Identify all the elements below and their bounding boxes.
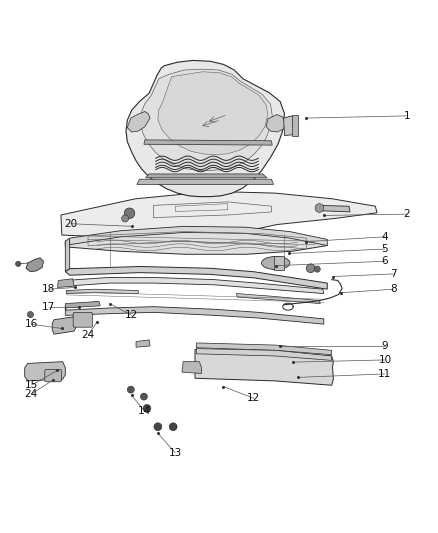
Circle shape [306, 264, 315, 272]
Polygon shape [65, 302, 100, 308]
Text: 7: 7 [390, 269, 397, 279]
Text: 12: 12 [125, 310, 138, 320]
Text: 15: 15 [25, 380, 38, 390]
Polygon shape [237, 294, 320, 304]
Polygon shape [52, 317, 76, 334]
Polygon shape [57, 279, 74, 287]
Polygon shape [195, 350, 333, 385]
Circle shape [127, 386, 134, 393]
Circle shape [124, 208, 135, 219]
Polygon shape [65, 305, 324, 324]
Polygon shape [65, 238, 70, 272]
Circle shape [27, 311, 33, 318]
Polygon shape [65, 266, 327, 289]
Text: 18: 18 [42, 284, 55, 294]
Text: 20: 20 [64, 219, 77, 229]
Polygon shape [136, 340, 150, 348]
Polygon shape [61, 191, 377, 238]
Circle shape [141, 393, 148, 400]
FancyBboxPatch shape [45, 369, 61, 382]
Polygon shape [292, 115, 297, 136]
Polygon shape [158, 72, 268, 155]
Text: 9: 9 [381, 341, 388, 351]
Polygon shape [137, 179, 274, 184]
Text: 6: 6 [381, 256, 388, 266]
Circle shape [154, 423, 162, 431]
Polygon shape [70, 227, 327, 246]
Ellipse shape [261, 256, 290, 270]
FancyBboxPatch shape [73, 312, 92, 327]
Polygon shape [318, 205, 350, 212]
Text: 8: 8 [390, 284, 397, 294]
Polygon shape [196, 349, 332, 360]
Text: 12: 12 [247, 393, 261, 403]
Text: 14: 14 [138, 407, 152, 416]
Circle shape [315, 204, 324, 212]
Circle shape [314, 266, 320, 272]
Polygon shape [141, 69, 272, 171]
Text: 16: 16 [25, 319, 38, 329]
Polygon shape [146, 174, 267, 178]
Text: 24: 24 [81, 330, 95, 341]
Circle shape [122, 215, 129, 222]
Text: 13: 13 [169, 448, 182, 458]
Polygon shape [26, 258, 43, 272]
Text: 1: 1 [403, 111, 410, 121]
Polygon shape [66, 289, 138, 294]
Circle shape [15, 261, 21, 266]
Polygon shape [274, 256, 284, 270]
Polygon shape [126, 60, 285, 197]
Text: 4: 4 [381, 232, 388, 242]
Polygon shape [25, 362, 65, 381]
Polygon shape [144, 140, 272, 145]
Polygon shape [65, 277, 324, 294]
Text: 17: 17 [42, 302, 55, 312]
Circle shape [169, 423, 177, 431]
Polygon shape [284, 116, 294, 135]
Polygon shape [196, 343, 332, 354]
Text: 11: 11 [378, 369, 392, 379]
Polygon shape [65, 227, 327, 254]
Circle shape [143, 405, 151, 413]
Polygon shape [182, 362, 201, 374]
Polygon shape [266, 115, 286, 132]
Polygon shape [127, 111, 150, 132]
Text: 24: 24 [25, 389, 38, 399]
Text: 10: 10 [378, 355, 392, 365]
Text: 2: 2 [403, 209, 410, 219]
Text: 5: 5 [381, 244, 388, 254]
